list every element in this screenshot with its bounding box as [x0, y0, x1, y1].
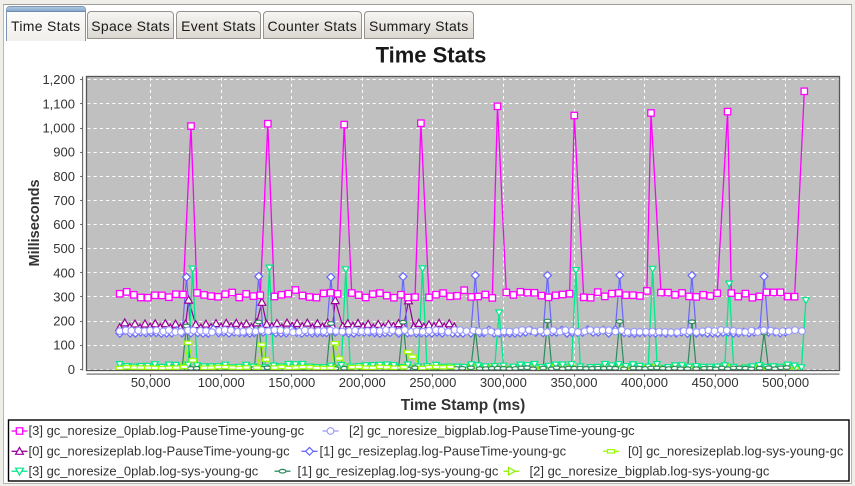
svg-text:50,000: 50,000 [131, 375, 171, 390]
svg-text:100,000: 100,000 [198, 375, 245, 390]
svg-text:200: 200 [53, 314, 75, 329]
svg-text:500,000: 500,000 [762, 375, 809, 390]
svg-text:Time Stamp (ms): Time Stamp (ms) [401, 397, 526, 414]
svg-text:[0] gc_noresizeplab.log-PauseT: [0] gc_noresizeplab.log-PauseTime-young-… [29, 444, 291, 459]
svg-text:Milliseconds: Milliseconds [27, 179, 43, 266]
svg-text:300: 300 [53, 289, 75, 304]
svg-text:1,100: 1,100 [42, 96, 75, 111]
svg-text:[0] gc_noresizeplab.log-sys-yo: [0] gc_noresizeplab.log-sys-young-gc [628, 444, 844, 459]
svg-text:[2] gc_noresize_bigplab.log-Pa: [2] gc_noresize_bigplab.log-PauseTime-yo… [349, 423, 635, 438]
svg-text:500: 500 [53, 241, 75, 256]
svg-text:Time Stats: Time Stats [376, 43, 487, 68]
svg-text:700: 700 [53, 193, 75, 208]
svg-text:900: 900 [53, 145, 75, 160]
svg-text:[3] gc_noresize_0plab.log-sys-: [3] gc_noresize_0plab.log-sys-young-gc [29, 463, 259, 478]
svg-text:[1] gc_resizeplag.log-PauseTim: [1] gc_resizeplag.log-PauseTime-young-gc [320, 444, 567, 459]
svg-text:400,000: 400,000 [621, 375, 668, 390]
svg-text:600: 600 [53, 217, 75, 232]
svg-text:100: 100 [53, 338, 75, 353]
svg-text:200,000: 200,000 [339, 375, 386, 390]
svg-text:[3] gc_noresize_0plab.log-Paus: [3] gc_noresize_0plab.log-PauseTime-youn… [29, 423, 305, 438]
svg-text:[2] gc_noresize_bigplab.log-sy: [2] gc_noresize_bigplab.log-sys-young-gc [530, 463, 770, 478]
svg-text:800: 800 [53, 169, 75, 184]
svg-text:1,200: 1,200 [42, 72, 75, 87]
svg-text:0: 0 [68, 362, 75, 377]
svg-text:400: 400 [53, 265, 75, 280]
svg-text:[1] gc_resizeplag.log-sys-youn: [1] gc_resizeplag.log-sys-young-gc [298, 463, 499, 478]
svg-text:450,000: 450,000 [692, 375, 739, 390]
svg-text:1,000: 1,000 [42, 121, 75, 136]
svg-text:150,000: 150,000 [268, 375, 315, 390]
svg-text:300,000: 300,000 [480, 375, 527, 390]
svg-text:250,000: 250,000 [409, 375, 456, 390]
svg-text:350,000: 350,000 [551, 375, 598, 390]
